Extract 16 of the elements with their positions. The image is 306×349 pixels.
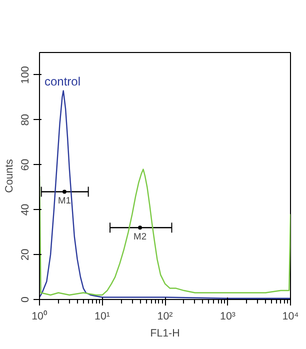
series-label: control [44,74,81,89]
y-tick-label: 80 [20,114,32,126]
y-tick-label: 20 [20,248,32,261]
x-tick-label: 10² [157,310,174,322]
annotation: M2 [134,232,147,242]
y-axis-title: Counts [4,159,16,193]
x-tick-label: 10¹ [94,310,110,322]
y-tick-label: 0 [20,296,32,302]
y-tick-label: 100 [20,66,32,84]
x-axis-title: FL1-H [150,328,180,340]
annotation: M1 [58,196,71,206]
x-tick-label: 10⁴ [282,310,300,322]
x-tick-label: 10⁰ [32,310,48,322]
y-tick-label: 60 [20,158,32,171]
x-tick-label: 10³ [220,310,236,322]
y-tick-label: 40 [20,204,32,216]
